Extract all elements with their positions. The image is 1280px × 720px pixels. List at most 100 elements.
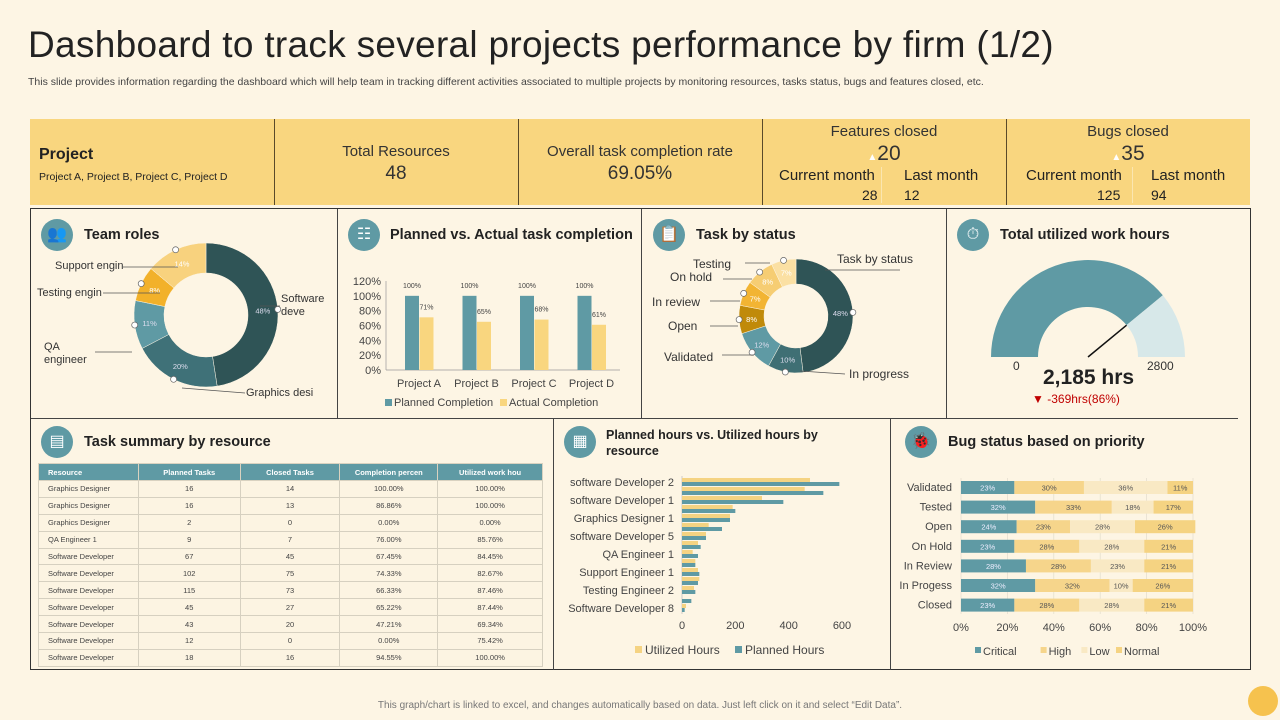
slice-label: 10%	[780, 356, 795, 365]
features-value: ▲20	[762, 142, 1006, 166]
stacked-bar	[961, 520, 1017, 534]
callout-label: In progress	[849, 367, 910, 381]
gauge-needle	[1087, 324, 1128, 358]
legend-label: Critical	[983, 646, 1017, 658]
callout-dot	[780, 257, 787, 264]
legend-label: Planned Completion	[394, 397, 493, 409]
bar	[682, 590, 696, 594]
legend-label: Planned Hours	[745, 643, 824, 657]
slice-label: 14%	[174, 259, 189, 268]
bar	[682, 541, 698, 545]
column-header: Completion percen	[339, 463, 439, 481]
y-tick-label: On Hold	[912, 541, 952, 553]
stacked-bar	[1079, 539, 1145, 553]
down-arrow-icon: ▼	[1032, 392, 1048, 406]
stacked-bar	[1109, 579, 1133, 592]
bugs-last-label: Last month	[1151, 167, 1226, 184]
callout-label: Graphics desi	[246, 387, 314, 399]
bar-data-label: 28%	[986, 562, 1001, 571]
gauge-max: 2800	[1147, 359, 1174, 373]
planned-actual-title: Planned vs. Actual task completion	[390, 227, 633, 243]
stacked-bar	[1144, 598, 1193, 612]
y-tick-label: 0%	[365, 365, 381, 377]
bar-data-label: 32%	[991, 582, 1006, 591]
callout-dot	[170, 375, 177, 383]
table-row: Software Developer 115 73 66.33% 87.46%	[38, 581, 543, 600]
table-header-row: Resource Planned Tasks Closed Tasks Complet…	[38, 463, 543, 481]
y-tick-label: 100%	[353, 291, 381, 303]
stacked-bar	[961, 500, 1036, 514]
legend-swatch	[385, 399, 392, 406]
bar	[462, 295, 477, 370]
features-current: 28	[862, 187, 878, 203]
column-header: Utilized work hou	[437, 463, 543, 481]
task-summary-title: Task summary by resource	[84, 434, 271, 450]
footer-note: This graph/chart is linked to excel, and…	[377, 700, 903, 711]
legend-swatch	[735, 646, 742, 653]
up-arrow-icon: ▲	[867, 152, 878, 163]
table-cell: Graphics Designer	[38, 513, 139, 532]
bar	[682, 554, 698, 558]
features-last-label: Last month	[904, 167, 979, 184]
divider	[1006, 119, 1007, 205]
stacked-bar	[961, 539, 1015, 553]
bar	[682, 577, 700, 581]
bar	[682, 523, 709, 527]
bar-data-label: 28%	[1104, 601, 1119, 610]
bar-data-label: 17%	[1166, 503, 1181, 512]
bar-data-label: 28%	[1104, 542, 1119, 551]
x-tick-label: 80%	[1136, 622, 1158, 634]
team-icon: 👥	[41, 219, 73, 251]
bar	[682, 496, 762, 500]
bar	[682, 604, 686, 608]
checklist-icon: ☷	[348, 219, 380, 251]
bug-icon: 🐞	[905, 426, 937, 458]
table-row: Software Developer 67 45 67.45% 84.45%	[38, 547, 543, 566]
stacked-bar	[1070, 520, 1135, 534]
table-cell: 43	[137, 615, 241, 634]
callout-dot	[735, 316, 743, 323]
kpi-band: Project Project A, Project B, Project C,…	[30, 119, 1250, 205]
table-row: Software Developer 45 27 65.22% 87.44%	[38, 598, 543, 617]
x-tick-label: 60%	[1089, 622, 1111, 634]
team-roles-title: Team roles	[84, 227, 160, 243]
y-tick-label: Support Engineer 1	[579, 567, 674, 579]
table-cell: 100.00%	[437, 480, 543, 498]
resources-value: 48	[385, 163, 407, 184]
work-hours-title: Total utilized work hours	[1000, 227, 1170, 243]
slice-label: 7%	[781, 269, 792, 278]
table-cell: 27	[239, 598, 341, 617]
slice-label: 8%	[149, 286, 160, 295]
x-tick-label: 40%	[1043, 622, 1065, 634]
legend-swatch	[1040, 647, 1047, 653]
bar-data-label: 21%	[1161, 542, 1176, 551]
table-cell: Software Developer	[38, 547, 139, 566]
donut-slice	[771, 258, 797, 288]
x-tick-label: Project D	[569, 378, 614, 390]
bar-data-label: 100%	[461, 283, 479, 290]
bar	[682, 599, 692, 603]
stacked-bar	[1014, 481, 1084, 494]
table-cell: 73	[239, 581, 341, 600]
bar	[682, 545, 701, 549]
y-tick-label: QA Engineer 1	[602, 549, 674, 561]
slice-label: 8%	[746, 315, 757, 324]
table-row: Graphics Designer 16 14 100.00% 100.00%	[38, 480, 543, 498]
table-cell: 12	[137, 632, 241, 650]
bar-data-label: 24%	[981, 523, 996, 532]
bar	[534, 319, 549, 370]
callout-dot	[849, 309, 857, 316]
table-cell: 67.45%	[339, 547, 439, 566]
callout-label: Software deve	[281, 293, 325, 318]
y-tick-label: 120%	[353, 276, 381, 288]
bar	[520, 295, 534, 370]
slice-label: 7%	[750, 294, 761, 303]
y-tick-label: Open	[925, 521, 952, 533]
table-cell: 0	[239, 632, 341, 650]
donut-slice	[150, 242, 207, 289]
bar-data-label: 18%	[1125, 503, 1140, 512]
stacked-bar	[961, 559, 1026, 573]
y-tick-label: 80%	[359, 306, 381, 318]
legend-swatch	[500, 399, 507, 406]
stacked-bar	[961, 598, 1015, 612]
